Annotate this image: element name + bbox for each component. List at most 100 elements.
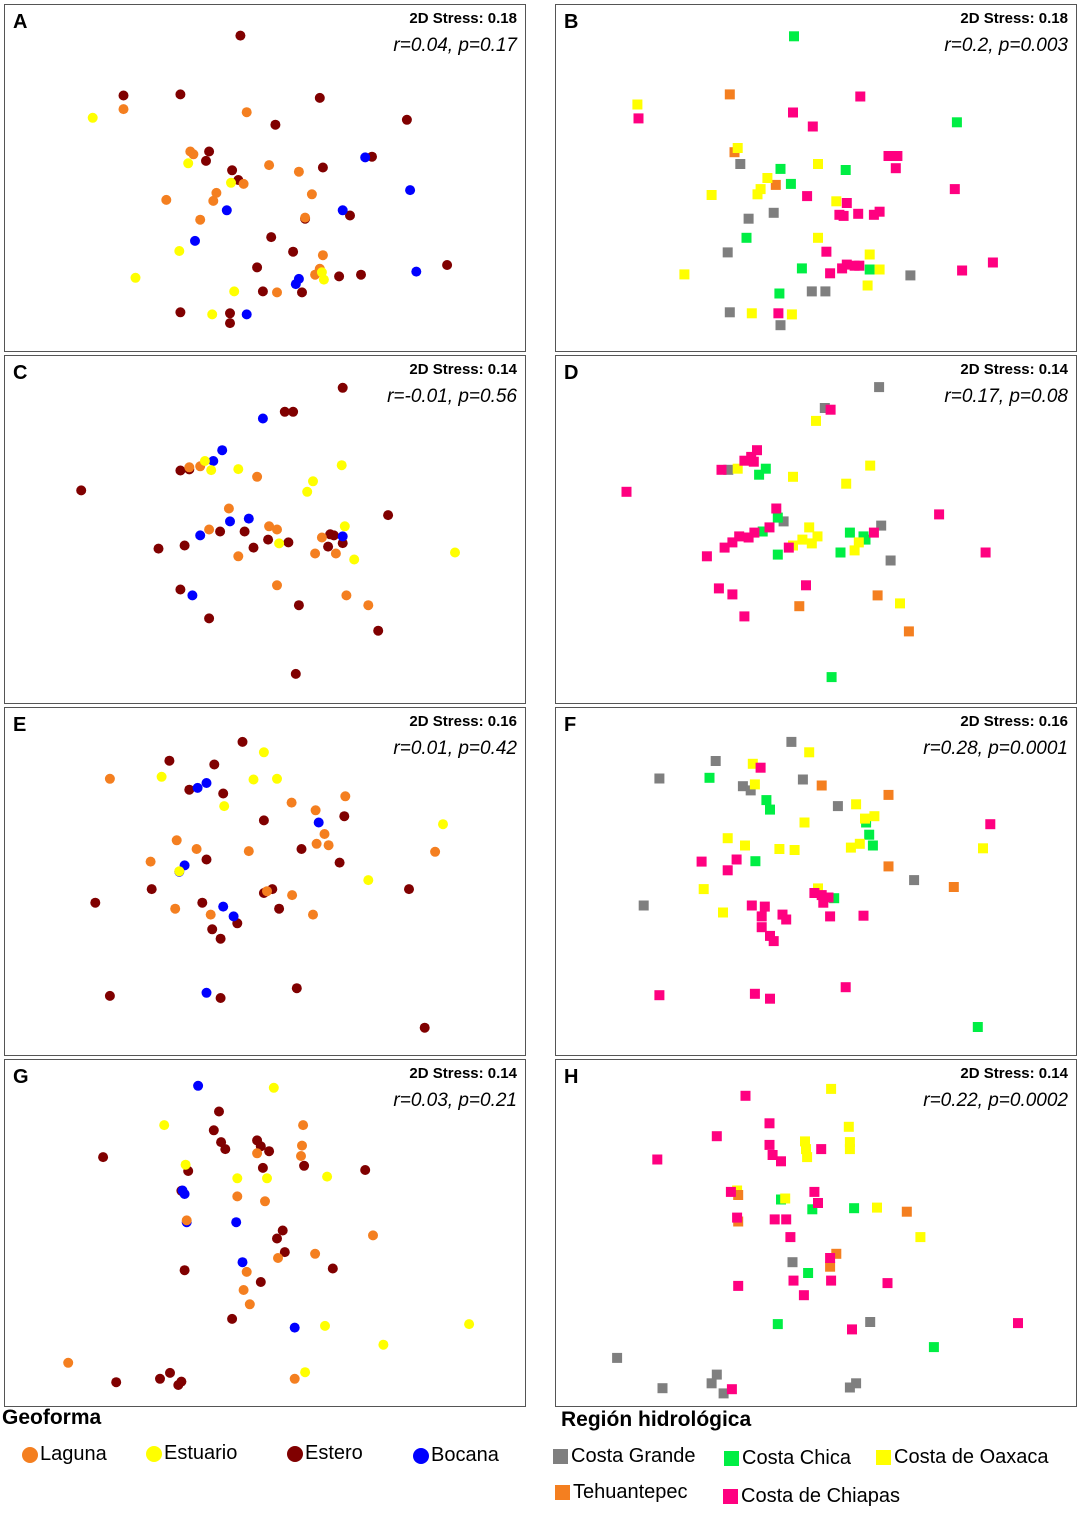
data-point-a-53 xyxy=(183,158,194,169)
stress-label: 2D Stress: 0.14 xyxy=(409,361,517,378)
data-point-h-33 xyxy=(711,1131,722,1142)
data-point-c-35 xyxy=(204,524,215,535)
data-point-d-49 xyxy=(701,551,712,562)
data-point-f-3 xyxy=(737,781,748,792)
data-point-b-25 xyxy=(755,184,766,195)
correlation-stats: r=0.03, p=0.21 xyxy=(393,1090,517,1111)
data-point-c-49 xyxy=(308,476,318,487)
data-point-d-41 xyxy=(764,522,775,533)
data-point-b-51 xyxy=(821,246,832,257)
data-point-c-26 xyxy=(225,516,235,527)
data-point-g-48 xyxy=(159,1120,170,1131)
data-point-f-46 xyxy=(823,892,834,903)
data-point-e-55 xyxy=(363,875,374,886)
data-point-d-42 xyxy=(749,527,760,538)
data-point-f-1 xyxy=(710,756,721,766)
data-point-a-4 xyxy=(401,114,412,125)
data-point-e-48 xyxy=(430,846,441,857)
data-point-a-29 xyxy=(221,205,232,216)
data-point-g-55 xyxy=(300,1367,311,1378)
data-point-g-44 xyxy=(63,1357,74,1368)
data-point-b-13 xyxy=(743,213,754,224)
data-point-g-6 xyxy=(264,1146,275,1157)
scatter-plot-b xyxy=(632,31,998,331)
data-point-c-4 xyxy=(175,465,186,476)
legend-label: Bocana xyxy=(431,1444,499,1466)
data-point-a-42 xyxy=(211,187,222,198)
legend-item-estuario: Estuario xyxy=(146,1442,237,1465)
data-point-d-32 xyxy=(825,404,836,415)
data-point-d-27 xyxy=(853,537,864,548)
data-point-g-30 xyxy=(237,1257,248,1268)
data-point-c-53 xyxy=(349,554,360,565)
data-point-e-30 xyxy=(228,911,239,922)
data-point-b-16 xyxy=(905,270,916,281)
data-point-f-49 xyxy=(759,901,770,912)
data-point-f-5 xyxy=(797,774,808,785)
data-point-a-27 xyxy=(405,185,416,196)
data-point-d-14 xyxy=(772,549,783,560)
data-point-d-12 xyxy=(860,534,871,545)
data-point-a-20 xyxy=(175,307,186,318)
data-point-e-38 xyxy=(323,840,334,851)
correlation-stats: r=0.04, p=0.17 xyxy=(393,35,517,56)
data-point-e-1 xyxy=(164,755,175,766)
data-point-e-16 xyxy=(207,924,218,935)
data-point-c-41 xyxy=(330,548,341,559)
scatter-plot-a xyxy=(87,30,453,329)
stress-label: 2D Stress: 0.16 xyxy=(409,713,517,730)
data-point-b-39 xyxy=(807,121,818,132)
data-point-g-32 xyxy=(298,1120,309,1131)
data-point-a-8 xyxy=(317,162,328,173)
data-point-e-21 xyxy=(291,983,302,994)
legend-label: Laguna xyxy=(40,1443,107,1465)
data-point-d-4 xyxy=(876,520,887,531)
data-point-b-17 xyxy=(806,286,817,297)
data-point-b-5 xyxy=(741,232,752,243)
data-point-g-20 xyxy=(155,1373,165,1384)
data-point-h-38 xyxy=(652,1154,663,1165)
data-point-e-53 xyxy=(219,801,230,812)
data-point-d-2 xyxy=(723,464,734,475)
correlation-stats: r=0.17, p=0.08 xyxy=(944,386,1068,407)
data-point-f-21 xyxy=(948,882,959,892)
data-point-b-43 xyxy=(949,184,960,195)
data-point-h-19 xyxy=(844,1137,855,1148)
correlation-stats: r=0.28, p=0.0001 xyxy=(923,738,1068,759)
data-point-d-1 xyxy=(819,403,830,413)
data-point-g-16 xyxy=(179,1265,190,1276)
legend-item-bocana: Bocana xyxy=(413,1444,499,1467)
data-point-f-53 xyxy=(825,911,836,922)
data-point-h-20 xyxy=(844,1144,855,1155)
data-point-e-13 xyxy=(274,903,285,914)
data-point-e-54 xyxy=(174,866,185,877)
data-point-g-9 xyxy=(299,1160,310,1171)
data-point-g-0 xyxy=(214,1106,224,1117)
data-point-h-5 xyxy=(851,1378,862,1389)
data-point-b-33 xyxy=(679,269,690,280)
data-point-h-40 xyxy=(809,1186,820,1197)
data-point-b-41 xyxy=(883,151,894,161)
data-point-g-17 xyxy=(255,1277,266,1287)
data-point-f-20 xyxy=(883,861,894,872)
nmds-panel-f: F 2D Stress: 0.16 r=0.28, p=0.0001 xyxy=(555,707,1077,1056)
data-point-c-7 xyxy=(153,543,164,554)
data-point-h-49 xyxy=(882,1278,893,1289)
data-point-c-36 xyxy=(264,521,275,532)
data-point-c-21 xyxy=(323,541,334,552)
data-point-a-50 xyxy=(272,287,282,298)
stress-label: 2D Stress: 0.14 xyxy=(960,1065,1068,1082)
data-point-h-8 xyxy=(787,1257,798,1268)
data-point-e-42 xyxy=(145,856,156,867)
data-point-a-25 xyxy=(201,155,211,166)
data-point-b-59 xyxy=(773,308,784,319)
data-point-e-26 xyxy=(313,817,324,828)
data-point-g-13 xyxy=(277,1225,288,1236)
data-point-a-40 xyxy=(293,166,304,177)
data-point-b-3 xyxy=(785,178,796,189)
data-point-f-6 xyxy=(832,801,843,812)
data-point-f-55 xyxy=(756,922,767,933)
data-point-e-43 xyxy=(262,886,272,897)
data-point-f-4 xyxy=(745,785,756,796)
data-point-b-7 xyxy=(864,264,875,275)
